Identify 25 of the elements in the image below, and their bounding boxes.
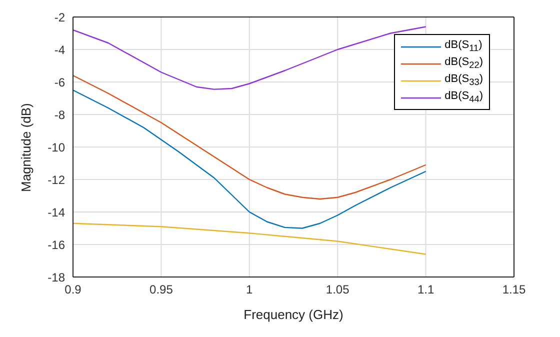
x-tick-label: 0.9 — [64, 282, 82, 297]
x-tick-label: 0.95 — [150, 282, 174, 297]
x-tick-label: 1 — [246, 282, 254, 297]
line-series — [73, 222, 426, 255]
y-tick-label: -18 — [48, 270, 66, 284]
x-tick-label: 1.05 — [326, 282, 350, 297]
legend-label: dB(S$_{44}$) — [444, 90, 483, 105]
legend-label: dB(S$_{22}$) — [444, 56, 483, 71]
line-series — [73, 74, 426, 200]
line-series — [73, 90, 426, 229]
line-series — [73, 26, 426, 90]
y-tick-label: -10 — [48, 140, 66, 154]
y-axis-title: Magnitude (dB) — [18, 103, 34, 192]
y-tick-label: -12 — [48, 172, 66, 187]
x-tick-label: 1.1 — [417, 282, 434, 297]
y-tick-label: -8 — [54, 108, 66, 122]
y-tick-label: -14 — [48, 205, 66, 220]
y-tick-label: -16 — [48, 238, 66, 252]
x-tick-label: 1.15 — [502, 282, 526, 297]
y-tick-label: -2 — [54, 10, 66, 24]
legend-label: dB(S$_{11}$) — [444, 39, 482, 54]
y-tick-label: -6 — [54, 75, 66, 90]
x-axis-title: Frequency (GHz) — [244, 307, 344, 322]
legend-label: dB(S$_{33}$) — [444, 73, 483, 88]
y-tick-label: -4 — [54, 42, 66, 57]
